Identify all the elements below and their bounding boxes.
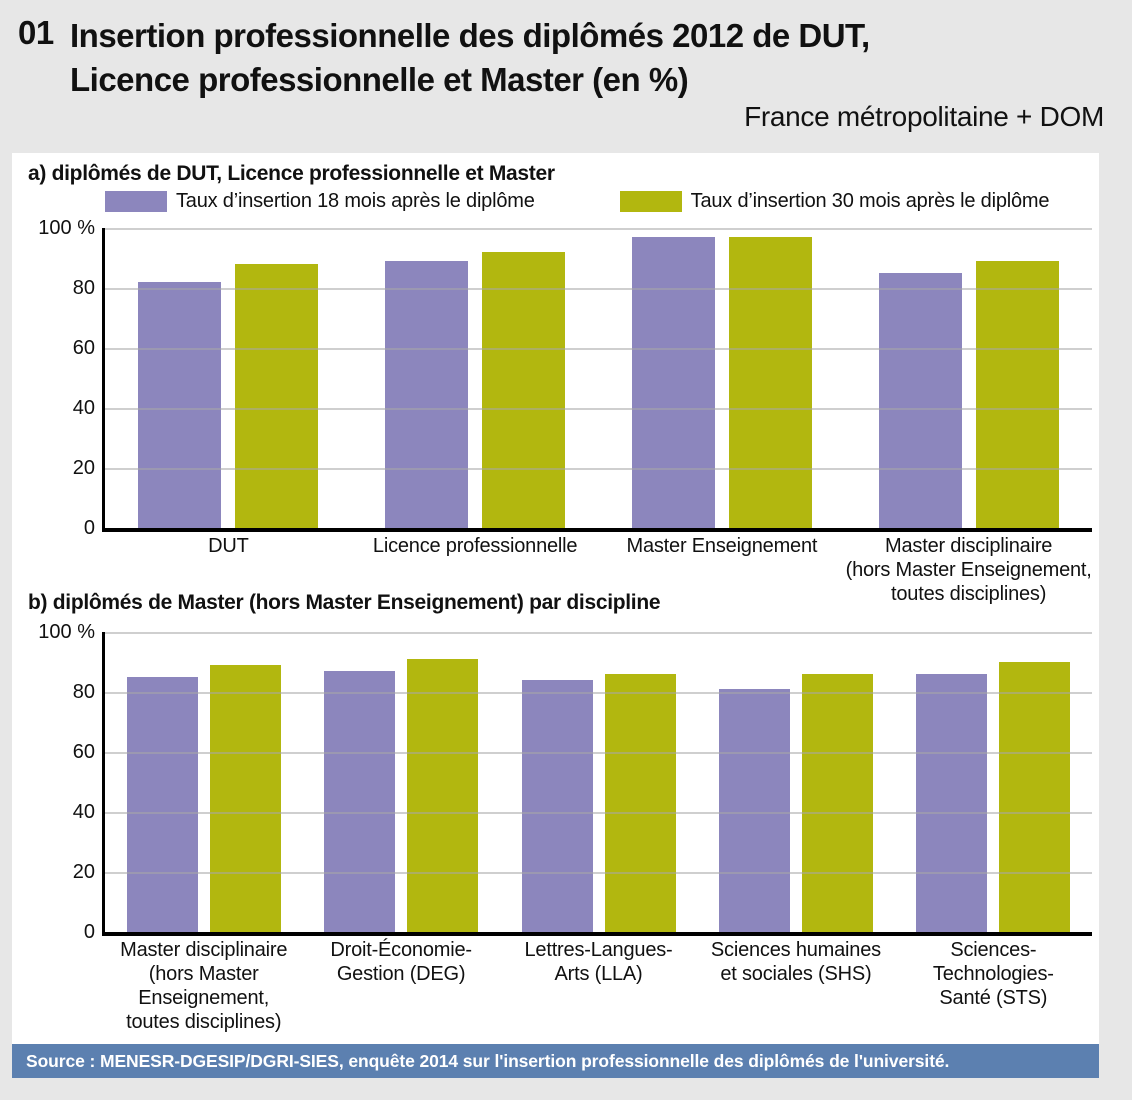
- bar-30m: [235, 264, 319, 528]
- chart-b-canvas: 100 % 80 60 40 20 0: [12, 621, 1092, 943]
- legend-label: Taux d’insertion 18 mois après le diplôm…: [176, 190, 535, 212]
- bar-30m: [209, 665, 281, 932]
- bar-30m: [482, 252, 566, 528]
- bars-row: [105, 228, 1092, 528]
- bar-group: [895, 632, 1092, 932]
- bar-30m: [728, 237, 812, 528]
- category-label: Sciences humaines et sociales (SHS): [710, 939, 881, 985]
- category-label: Master Enseignement: [626, 535, 818, 557]
- bar-18m: [521, 680, 593, 932]
- y-axis: 100 % 80 60 40 20 0: [12, 217, 102, 539]
- bar-18m: [126, 677, 198, 932]
- bar-30m: [801, 674, 873, 932]
- source-text: Source : MENESR-DGESIP/DGRI-SIES, enquêt…: [26, 1051, 950, 1071]
- source-bar: Source : MENESR-DGESIP/DGRI-SIES, enquêt…: [12, 1044, 1099, 1078]
- bar-30m: [975, 261, 1059, 528]
- figure-title-line1: Insertion professionnelle des diplômés 2…: [70, 17, 870, 54]
- y-tick-label: 40: [72, 801, 95, 823]
- bar-30m: [999, 662, 1071, 932]
- y-tick-label: 20: [72, 457, 95, 479]
- category-labels: Master disciplinaire (hors Master Enseigne…: [105, 938, 1092, 1034]
- bar-18m: [631, 237, 715, 528]
- y-tick-label: 20: [72, 861, 95, 883]
- gridline: [105, 468, 1092, 470]
- bar-30m: [604, 674, 676, 932]
- category-label: Lettres-Langues- Arts (LLA): [524, 939, 673, 985]
- gridline: [105, 228, 1092, 230]
- chart-a-section: a) diplômés de DUT, Licence professionne…: [12, 153, 1099, 1044]
- gridline: [105, 752, 1092, 754]
- bar-18m: [916, 674, 988, 932]
- y-axis: 100 % 80 60 40 20 0: [12, 621, 102, 943]
- bar-18m: [324, 671, 396, 932]
- bar-18m: [718, 689, 790, 932]
- bar-group: [105, 632, 302, 932]
- gridline: [105, 692, 1092, 694]
- category-label: Droit-Économie- Gestion (DEG): [330, 939, 472, 985]
- bar-group: [697, 632, 894, 932]
- legend-item: Taux d’insertion 18 mois après le diplôm…: [105, 190, 535, 213]
- figure-panel: a) diplômés de DUT, Licence professionne…: [12, 153, 1099, 1044]
- legend: Taux d’insertion 18 mois après le diplôm…: [105, 190, 1050, 213]
- figure-title: Insertion professionnelle des diplômés 2…: [70, 14, 870, 102]
- legend-item: Taux d’insertion 30 mois après le diplôm…: [619, 190, 1050, 213]
- gridline: [105, 288, 1092, 290]
- y-tick-label: 100 %: [38, 621, 95, 643]
- y-tick-label: 40: [72, 397, 95, 419]
- chart-b-section: b) diplômés de Master (hors Master Ensei…: [12, 153, 1099, 1044]
- bar-18m: [138, 282, 222, 528]
- category-label: Master disciplinaire (hors Master Enseigne…: [120, 939, 288, 1033]
- bar-30m: [407, 659, 479, 932]
- gridline: [105, 408, 1092, 410]
- chart-b-heading: b) diplômés de Master (hors Master Ensei…: [28, 591, 661, 614]
- chart-a-heading: a) diplômés de DUT, Licence professionne…: [28, 162, 555, 185]
- bars-row: [105, 632, 1092, 932]
- legend-swatch-18m: [105, 191, 167, 212]
- gridline: [105, 872, 1092, 874]
- y-tick-label: 60: [72, 741, 95, 763]
- y-tick-label: 100 %: [38, 217, 95, 239]
- bar-18m: [878, 273, 962, 528]
- category-label: Sciences- Technologies- Santé (STS): [932, 939, 1054, 1009]
- y-tick-label: 80: [72, 277, 95, 299]
- figure-title-line2: Licence professionnelle et Master (en %): [70, 61, 689, 98]
- y-tick-label: 60: [72, 337, 95, 359]
- plot-area: [102, 632, 1092, 936]
- plot-area: [102, 228, 1092, 532]
- gridline: [105, 348, 1092, 350]
- bar-group: [599, 228, 846, 528]
- bar-group: [105, 228, 352, 528]
- bar-group: [352, 228, 599, 528]
- category-labels: DUT Licence professionnelle Master Enseign…: [105, 534, 1092, 606]
- legend-label: Taux d’insertion 30 mois après le diplôm…: [690, 190, 1050, 212]
- bar-18m: [385, 261, 469, 528]
- y-tick-label: 80: [72, 681, 95, 703]
- category-label: Master disciplinaire (hors Master Enseign…: [845, 535, 1092, 605]
- bar-group: [302, 632, 499, 932]
- legend-swatch-30m: [619, 191, 682, 212]
- gridline: [105, 812, 1092, 814]
- gridline: [105, 632, 1092, 634]
- y-tick-label: 0: [83, 921, 95, 943]
- bar-group: [845, 228, 1092, 528]
- category-label: Licence professionnelle: [372, 535, 578, 557]
- bar-group: [500, 632, 697, 932]
- category-label: DUT: [208, 535, 249, 557]
- region-label: France métropolitaine + DOM: [744, 101, 1104, 132]
- y-tick-label: 0: [83, 517, 95, 539]
- figure-number: 01: [18, 14, 54, 51]
- chart-a-canvas: 100 % 80 60 40 20 0: [12, 217, 1092, 539]
